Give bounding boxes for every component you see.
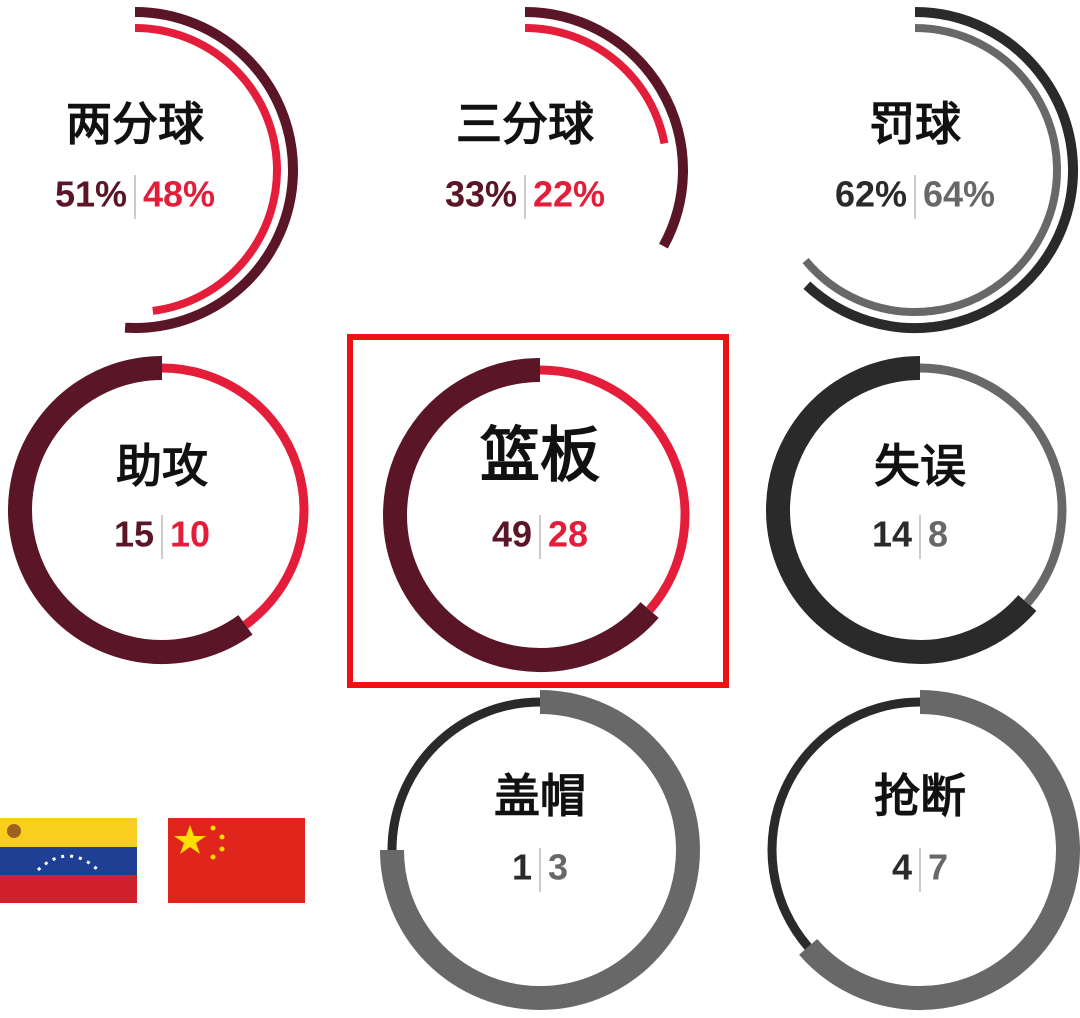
donut-segment <box>766 356 1037 664</box>
stat-label: 8 <box>928 514 948 555</box>
stat-label: 10 <box>170 514 210 555</box>
stat-label: 51% <box>55 174 127 215</box>
stat-label: 33% <box>445 174 517 215</box>
stat-label: 3 <box>548 847 568 888</box>
stat-label: 48% <box>143 174 215 215</box>
donut-segment <box>161 363 309 629</box>
panel-title: 三分球 <box>456 98 595 150</box>
pct-arc <box>524 7 688 249</box>
donut-segment <box>767 697 921 950</box>
stat-label: 62% <box>835 174 907 215</box>
stat-label: 15 <box>114 514 154 555</box>
donut-segment <box>799 690 1080 1010</box>
highlight-box <box>347 334 729 688</box>
panel-title: 失误 <box>874 440 966 492</box>
venezuela-flag <box>0 818 137 903</box>
donut-segment <box>380 690 700 1010</box>
stat-label: 14 <box>872 514 912 555</box>
panel-title: 盖帽 <box>494 770 586 822</box>
pct-arc <box>802 24 1061 316</box>
stat-label: 64% <box>923 174 995 215</box>
stat-label: 7 <box>928 847 948 888</box>
pct-arc <box>124 7 299 333</box>
stat-label: 49 <box>492 514 532 555</box>
donut-segment <box>383 358 659 672</box>
pct-arc <box>524 24 669 145</box>
stat-label: 4 <box>892 847 912 888</box>
stat-label: 1 <box>512 847 532 888</box>
stat-label: 22% <box>533 174 605 215</box>
panel-title: 罚球 <box>869 98 962 150</box>
donut-segment <box>387 697 541 851</box>
donut-segment <box>539 365 690 613</box>
pct-arc <box>134 24 281 315</box>
panel-title: 助攻 <box>116 440 209 492</box>
panel-title: 两分球 <box>66 98 205 150</box>
donut-segment <box>919 363 1067 606</box>
panel-title: 抢断 <box>874 770 966 822</box>
panel-title: 篮板 <box>480 422 600 489</box>
stat-label: 28 <box>548 514 588 555</box>
donut-segment <box>8 356 253 664</box>
china-flag <box>168 818 305 903</box>
pct-arc <box>803 7 1078 333</box>
